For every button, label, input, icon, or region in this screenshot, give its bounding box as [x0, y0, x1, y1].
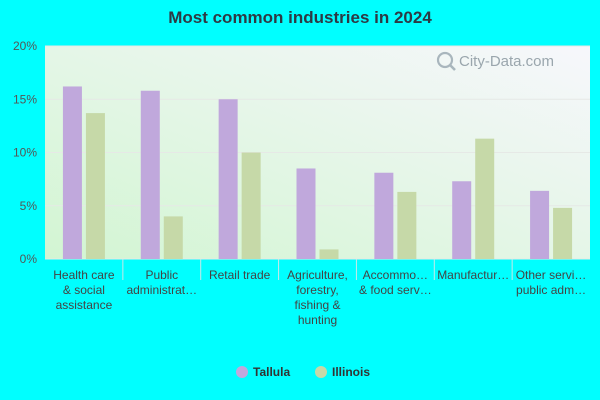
watermark-icon: [436, 51, 454, 69]
legend-label: Illinois: [332, 365, 370, 379]
bar-illinois[interactable]: [85, 113, 105, 259]
bar-illinois[interactable]: [319, 249, 339, 259]
bar-illinois[interactable]: [553, 207, 573, 259]
bar-tallula[interactable]: [218, 99, 238, 259]
x-category-label: Other servi… public adm…: [516, 268, 587, 297]
bar-tallula[interactable]: [374, 172, 394, 259]
x-category-label: Manufactur…: [437, 268, 509, 282]
bar-tallula[interactable]: [530, 190, 550, 259]
y-tick-label: 10%: [13, 146, 37, 160]
x-category-label: Public administrat…: [126, 268, 197, 297]
bar-illinois[interactable]: [163, 216, 183, 259]
x-category-label: Health care & social assistance: [53, 268, 115, 312]
x-category-label: Retail trade: [209, 268, 271, 282]
bar-illinois[interactable]: [397, 191, 417, 259]
gridlines: [45, 45, 590, 260]
legend-label: Tallula: [253, 365, 290, 379]
bar-illinois[interactable]: [241, 152, 261, 260]
legend-swatch: [236, 366, 248, 378]
y-tick-label: 0%: [20, 252, 38, 266]
bar-illinois[interactable]: [475, 138, 495, 259]
bar-tallula[interactable]: [452, 181, 472, 259]
x-category-label: Accommo… & food serv…: [359, 268, 432, 297]
x-axis: Health care & social assistance Public admin…: [53, 259, 586, 327]
y-axis: 0% 5% 10% 15% 20%: [13, 39, 37, 266]
watermark-text: City-Data.com: [459, 53, 554, 70]
bars: [62, 86, 573, 260]
legend-swatch: [315, 366, 327, 378]
y-tick-label: 20%: [13, 39, 37, 53]
bar-tallula[interactable]: [296, 168, 316, 259]
y-tick-label: 15%: [13, 92, 37, 106]
chart-title: Most common industries in 2024: [168, 8, 432, 27]
legend: Tallula Illinois: [236, 365, 370, 379]
y-tick-label: 5%: [20, 199, 38, 213]
watermark: City-Data.com: [436, 51, 554, 71]
x-category-label: Agriculture, forestry, fishing & hunting: [287, 268, 348, 327]
bar-tallula[interactable]: [140, 90, 160, 259]
bar-tallula[interactable]: [62, 86, 82, 259]
